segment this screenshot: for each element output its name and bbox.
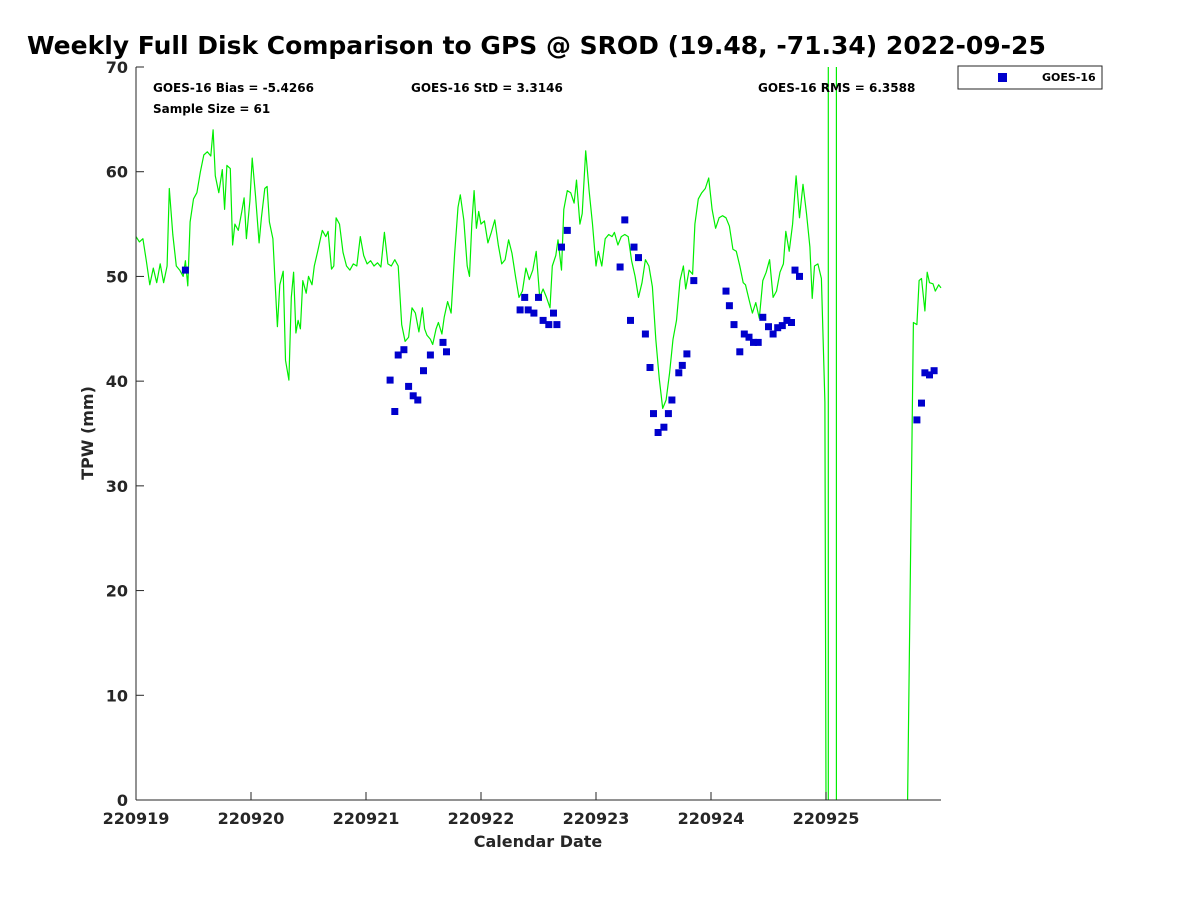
goes16-point-58 [921, 369, 929, 377]
y-tick-label-7: 70 [106, 58, 128, 77]
legend: GOES-16 [957, 65, 1103, 90]
goes16-point-54 [791, 266, 799, 274]
std-annotation: GOES-16 StD = 3.3146 [411, 81, 563, 95]
y-tick-label-0: 0 [117, 791, 128, 810]
goes16-point-40 [725, 302, 733, 310]
legend-entry-goes16: GOES-16 [1042, 71, 1096, 84]
goes16-point-3 [394, 351, 402, 359]
y-tick-label-1: 10 [106, 686, 128, 705]
y-tick-label-3: 30 [106, 477, 128, 496]
x-tick-label-2: 220921 [333, 809, 400, 828]
chart-title: Weekly Full Disk Comparison to GPS @ SRO… [27, 31, 1046, 60]
goes16-point-22 [563, 226, 571, 234]
legend-marker [998, 73, 1007, 82]
plot-area [136, 67, 941, 800]
goes16-point-5 [405, 382, 413, 390]
goes16-point-24 [621, 216, 629, 224]
x-axis-label: Calendar Date [474, 832, 603, 851]
goes16-point-16 [535, 293, 542, 301]
goes16-point-43 [740, 330, 748, 338]
goes16-point-48 [765, 323, 772, 331]
goes16-point-9 [426, 351, 434, 359]
goes16-point-0 [181, 266, 189, 274]
goes16-point-13 [521, 293, 529, 301]
x-ticks: 220919 220920 220921 220922 220923 220924 2209… [103, 792, 860, 828]
goes16-point-38 [690, 277, 698, 285]
goes16-point-21 [558, 243, 565, 251]
rms-annotation: GOES-16 RMS = 6.3588 [758, 81, 915, 95]
gps-line-segment-0 [135, 129, 827, 801]
goes16-point-27 [635, 254, 642, 262]
x-tick-label-3: 220922 [448, 809, 515, 828]
goes16-point-57 [918, 399, 925, 407]
gps-line-layer [135, 67, 942, 801]
x-tick-label-5: 220924 [678, 809, 745, 828]
goes16-point-51 [778, 322, 786, 330]
goes16-point-39 [722, 287, 730, 295]
goes16-point-4 [400, 346, 408, 354]
goes16-point-35 [675, 369, 683, 377]
goes16-point-45 [750, 338, 757, 346]
goes16-point-42 [736, 348, 744, 356]
goes16-point-28 [641, 330, 649, 338]
goes16-point-53 [788, 319, 795, 326]
goes16-point-60 [930, 367, 938, 375]
bias-annotation: GOES-16 Bias = -5.4266 [153, 81, 314, 95]
goes16-point-15 [530, 309, 538, 317]
x-tick-label-0: 220919 [103, 809, 170, 828]
goes16-point-6 [409, 392, 417, 400]
goes16-point-8 [420, 367, 427, 375]
goes16-marker-layer [181, 216, 938, 436]
goes16-point-56 [913, 416, 921, 424]
goes16-point-52 [783, 316, 791, 324]
goes16-point-14 [524, 306, 532, 314]
goes16-point-18 [545, 321, 553, 329]
goes16-point-10 [439, 338, 447, 346]
goes16-point-23 [616, 263, 624, 271]
y-tick-label-2: 20 [106, 582, 128, 601]
goes16-point-49 [769, 330, 777, 338]
goes16-point-12 [516, 306, 524, 314]
gps-line-segment-3 [907, 271, 942, 801]
goes16-point-34 [668, 396, 676, 404]
goes16-point-2 [391, 408, 399, 415]
goes16-point-1 [386, 376, 394, 384]
goes16-point-32 [660, 423, 668, 431]
goes16-point-7 [414, 396, 422, 404]
goes16-point-37 [683, 350, 691, 358]
y-tick-label-5: 50 [106, 267, 128, 286]
goes16-point-46 [754, 338, 762, 346]
goes16-point-29 [646, 364, 654, 371]
y-ticks: 0 10 20 30 40 50 60 70 [106, 58, 144, 810]
goes16-point-25 [627, 316, 634, 324]
x-tick-label-1: 220920 [218, 809, 285, 828]
goes16-point-31 [654, 429, 662, 436]
sample-size-annotation: Sample Size = 61 [153, 102, 270, 116]
y-axis-label: TPW (mm) [78, 386, 97, 480]
goes16-point-17 [539, 316, 547, 324]
goes16-point-20 [553, 321, 561, 329]
goes16-point-26 [630, 243, 638, 251]
goes16-point-11 [443, 348, 450, 356]
y-tick-label-6: 60 [106, 163, 128, 182]
goes16-point-44 [745, 333, 753, 341]
goes16-point-47 [759, 313, 767, 321]
goes16-point-30 [650, 410, 657, 418]
goes16-point-19 [550, 309, 557, 317]
goes16-point-36 [678, 361, 686, 369]
goes16-point-55 [796, 272, 803, 280]
legend-box [957, 65, 1103, 90]
x-tick-label-6: 220925 [793, 809, 860, 828]
y-tick-label-4: 40 [106, 372, 128, 391]
goes16-point-59 [926, 371, 933, 379]
x-tick-label-4: 220923 [563, 809, 630, 828]
goes16-point-41 [730, 321, 738, 329]
goes16-point-33 [664, 410, 672, 418]
goes16-point-50 [774, 324, 782, 332]
